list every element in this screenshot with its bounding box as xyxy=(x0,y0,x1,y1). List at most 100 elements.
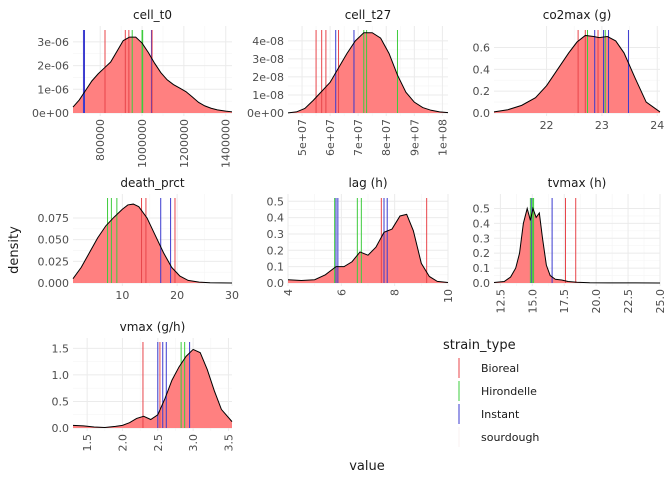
y-tick-label: 0e+00 xyxy=(247,107,284,120)
y-tick-label: 0.0 xyxy=(473,277,491,290)
density-curve xyxy=(493,34,661,113)
x-tick-label: 25.0 xyxy=(654,289,667,314)
density-area xyxy=(288,32,448,113)
density-curve xyxy=(287,32,449,114)
facet-panel: tvmax (h) 0.0 0.1 0.2 0.3 0.4 0.5 12.5 15.0 17.5 2… xyxy=(473,176,668,314)
y-tick-label: 0.5 xyxy=(267,195,285,208)
x-tick-label: 6 xyxy=(335,289,348,296)
y-tick-label: 0.0 xyxy=(473,107,491,120)
y-tick-label: 0.050 xyxy=(38,234,70,247)
legend-entry-bioreal: Bioreal xyxy=(458,358,519,378)
x-tick-label: 1000000 xyxy=(136,119,149,168)
y-tick-label: 0e+00 xyxy=(32,107,69,120)
y-tick-label: 0.1 xyxy=(267,261,285,274)
y-tick-label: 1.0 xyxy=(52,369,70,382)
density-curve xyxy=(72,348,233,428)
x-tick-label: 1.5 xyxy=(81,434,94,452)
x-tick-label: 10 xyxy=(442,289,455,303)
density-area xyxy=(73,204,232,283)
x-tick-label: 3.5 xyxy=(222,434,235,452)
facet-title: co2max (g) xyxy=(543,8,612,22)
x-tick-label: 9e+07 xyxy=(408,119,421,156)
y-tick-label: 0.025 xyxy=(38,255,70,268)
legend-label-bioreal: Bioreal xyxy=(481,362,519,375)
x-tick-label: 7e+07 xyxy=(352,119,365,156)
density-curve xyxy=(72,203,233,284)
facet-title: lag (h) xyxy=(348,176,387,190)
facet-title: cell_t27 xyxy=(345,8,392,22)
x-tick-label: 20 xyxy=(170,289,184,302)
x-tick-label: 15.0 xyxy=(526,289,539,314)
x-tick-label: 22.5 xyxy=(622,289,635,314)
density-area xyxy=(494,208,660,283)
facet-panel: vmax (g/h) 0.0 0.5 1.0 1.5 1.5 2.0 2.5 3.0 3.5 xyxy=(52,320,236,452)
x-tick-label: 24 xyxy=(650,119,664,132)
y-tick-label: 3e-08 xyxy=(252,53,284,66)
y-axis-title: density xyxy=(7,226,22,274)
y-tick-label: 4e-08 xyxy=(252,35,284,48)
legend-label-sourdough: sourdough xyxy=(481,431,539,444)
facet-title: vmax (g/h) xyxy=(120,320,186,334)
density-area xyxy=(73,349,232,428)
y-tick-label: 0.2 xyxy=(267,244,285,257)
y-tick-label: 0.1 xyxy=(473,262,491,275)
density-curve xyxy=(287,213,449,284)
x-tick-label: 1400000 xyxy=(220,119,233,168)
x-tick-label: 5e+07 xyxy=(296,119,309,156)
y-tick-label: 0.4 xyxy=(473,217,491,230)
legend-label-hirondelle: Hirondelle xyxy=(481,385,537,398)
legend-entry-sourdough: sourdough xyxy=(458,427,539,447)
x-tick-label: 22 xyxy=(540,119,554,132)
y-tick-label: 0.3 xyxy=(473,232,491,245)
x-tick-label: 4 xyxy=(282,289,295,296)
density-curve xyxy=(72,36,233,113)
legend-title: strain_type xyxy=(443,338,516,353)
y-tick-label: 2e-08 xyxy=(252,71,284,84)
x-tick-label: 12.5 xyxy=(494,289,507,314)
y-tick-label: 0.0 xyxy=(52,422,70,435)
y-tick-label: 0.2 xyxy=(473,85,491,98)
x-tick-label: 20.0 xyxy=(590,289,603,314)
x-tick-label: 1e+08 xyxy=(436,119,449,156)
legend-entry-instant: Instant xyxy=(458,404,520,424)
density-area xyxy=(494,35,660,113)
density-area xyxy=(288,214,448,283)
facet-panel: lag (h) 0.0 0.1 0.2 0.3 0.4 0.5 4 6 8 10 xyxy=(267,176,456,303)
facet-panel: cell_t0 0e+00 1e-06 2e-06 3e-06 800000 1000000… xyxy=(32,8,233,168)
facet-panel: cell_t27 0e+00 1e-08 2e-08 3e-08 4e-08 5e+07 6e… xyxy=(247,8,449,156)
x-tick-label: 1200000 xyxy=(178,119,191,168)
y-tick-label: 0.6 xyxy=(473,41,491,54)
x-tick-label: 2.5 xyxy=(152,434,165,452)
y-tick-label: 0.0 xyxy=(267,277,285,290)
facet-title: death_prct xyxy=(120,176,185,190)
facet-panel: co2max (g) 0.0 0.2 0.4 0.6 22 23 24 xyxy=(473,8,665,132)
x-tick-label: 10 xyxy=(115,289,129,302)
y-tick-label: 2e-06 xyxy=(37,60,69,73)
x-tick-label: 23 xyxy=(595,119,609,132)
y-tick-label: 1.5 xyxy=(52,342,70,355)
y-tick-label: 0.075 xyxy=(38,212,70,225)
y-tick-label: 0.5 xyxy=(473,202,491,215)
facet-title: tvmax (h) xyxy=(548,176,607,190)
x-tick-label: 6e+07 xyxy=(324,119,337,156)
y-tick-label: 0.2 xyxy=(473,247,491,260)
x-tick-label: 17.5 xyxy=(558,289,571,314)
facet-title: cell_t0 xyxy=(133,8,172,22)
y-tick-label: 0.4 xyxy=(267,212,285,225)
legend: strain_type Bioreal Hirondelle Instant s… xyxy=(443,338,539,447)
y-tick-label: 3e-06 xyxy=(37,36,69,49)
facet-panels: cell_t0 0e+00 1e-06 2e-06 3e-06 800000 1000000… xyxy=(32,8,667,452)
y-tick-label: 0.4 xyxy=(473,63,491,76)
x-tick-label: 8e+07 xyxy=(380,119,393,156)
x-tick-label: 8 xyxy=(389,289,402,296)
legend-entry-hirondelle: Hirondelle xyxy=(458,381,537,401)
legend-label-instant: Instant xyxy=(481,408,520,421)
x-tick-label: 800000 xyxy=(94,119,107,161)
y-tick-label: 0.5 xyxy=(52,395,70,408)
density-curve xyxy=(493,206,661,284)
y-tick-label: 0.3 xyxy=(267,228,285,241)
y-tick-label: 0.000 xyxy=(38,277,70,290)
y-tick-label: 1e-06 xyxy=(37,83,69,96)
x-tick-label: 2.0 xyxy=(116,434,129,452)
